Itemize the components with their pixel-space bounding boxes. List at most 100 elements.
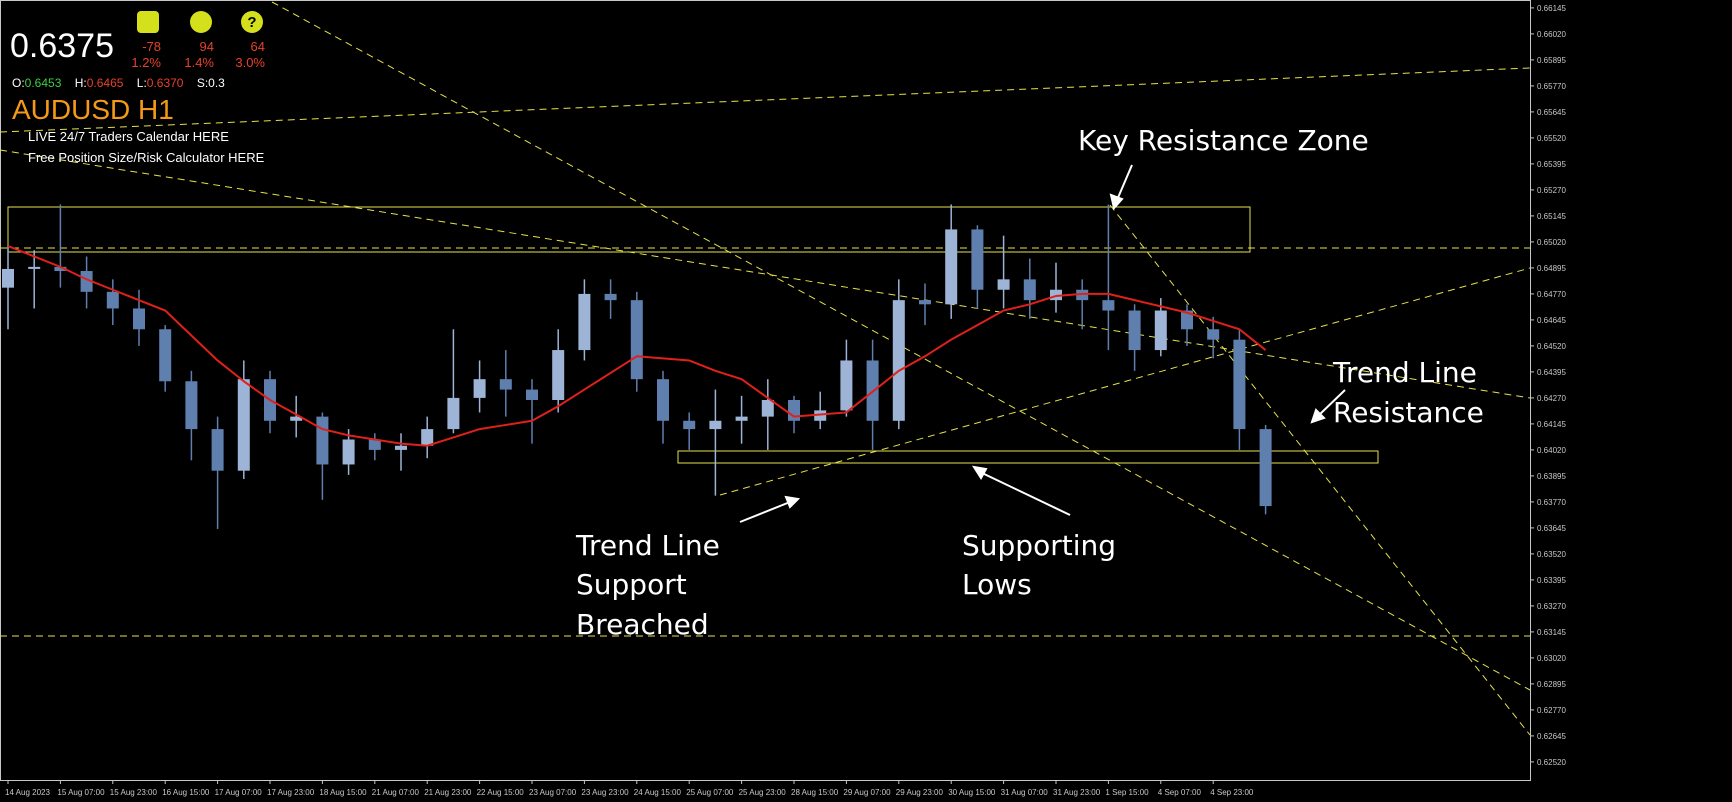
y-tick-label: 0.64895 [1537,264,1566,273]
support-zone [677,450,1379,464]
candle-body [945,229,958,305]
candle-body [1023,279,1036,301]
arrow [979,471,1071,516]
header: 0.6375 ? -78 1.2% 94 1.4% 64 3.0% O:0.64… [10,11,265,165]
candle-body [1102,300,1115,311]
y-tick-label: 0.66145 [1537,4,1566,13]
annotation: Trend Line [1332,356,1477,389]
candle-body [892,300,905,421]
x-tick-label: 4 Sep 07:00 [1158,788,1202,797]
y-tick-label: 0.63895 [1537,472,1566,481]
stat-pct: 3.0% [235,55,265,70]
candle-body [1233,339,1246,430]
x-tick-label: 18 Aug 15:00 [319,788,367,797]
link[interactable]: Free Position Size/Risk Calculator HERE [28,150,265,165]
x-tick-label: 31 Aug 23:00 [1053,788,1101,797]
candle-body [735,416,748,421]
trend-line [0,149,1531,399]
candle-body [106,291,119,309]
candle-body [421,429,434,446]
candle-body [1207,329,1220,340]
candle-body [133,308,145,330]
y-tick-label: 0.65145 [1537,212,1566,221]
y-tick-label: 0.66020 [1537,30,1566,39]
x-tick-label: 21 Aug 23:00 [424,788,472,797]
candle-body [657,379,669,421]
y-tick-label: 0.64520 [1537,342,1566,351]
current-price: 0.6375 [10,27,114,65]
resistance-zone [7,206,1251,253]
y-tick-label: 0.64770 [1537,290,1566,299]
candle-body [1181,310,1193,330]
stat-points: 94 [200,39,214,54]
candle-body [1076,289,1089,301]
candle-body [578,293,591,351]
ohlc-line: O:0.6453 H:0.6465 L:0.6370 S:0.3 [12,76,225,90]
x-tick-label: 17 Aug 07:00 [215,788,263,797]
arrow-head [1109,193,1124,211]
symbol: AUDUSD H1 [12,94,174,125]
y-tick-label: 0.62770 [1537,706,1566,715]
annotation: Support [576,568,687,601]
stat-pct: 1.4% [184,55,214,70]
x-tick-label: 29 Aug 07:00 [843,788,891,797]
candle-body [1050,289,1062,301]
candle-body [54,266,67,272]
candle-body [683,420,696,430]
trend-line [0,67,1531,133]
annotation: Trend Line [575,529,720,562]
x-tick-label: 15 Aug 23:00 [110,788,158,797]
candle-body [971,229,984,290]
stat-points: 64 [251,39,265,54]
candle-body [290,416,303,421]
annotation: Supporting [962,529,1116,562]
label: L: [137,76,147,90]
trend-line [271,1,1531,691]
icon[interactable] [137,11,159,33]
candle-body [1154,310,1167,351]
candle-body [80,271,93,292]
x-tick-label: 15 Aug 07:00 [57,788,105,797]
candle-body [28,266,41,269]
y-tick-label: 0.65645 [1537,108,1566,117]
x-tick-label: 23 Aug 23:00 [581,788,629,797]
candle-body [159,329,172,382]
moving-average [7,245,1267,447]
y-tick-label: 0.62520 [1537,758,1566,767]
arrow [1116,164,1133,201]
y-tick-label: 0.63520 [1537,550,1566,559]
x-tick-label: 28 Aug 15:00 [791,788,839,797]
y-tick-label: 0.65395 [1537,160,1566,169]
icon[interactable] [241,11,263,33]
y-tick-label: 0.62645 [1537,732,1566,741]
trend-line [1109,204,1531,736]
icon[interactable] [190,11,212,33]
x-tick-label: 1 Sep 15:00 [1105,788,1149,797]
x-tick-label: 21 Aug 07:00 [372,788,420,797]
value: 0.6465 [87,76,124,90]
y-tick-label: 0.63645 [1537,524,1566,533]
x-tick-label: 17 Aug 23:00 [267,788,315,797]
x-tick-label: 16 Aug 15:00 [162,788,210,797]
x-tick-label: 30 Aug 15:00 [948,788,996,797]
candle-body [237,379,250,471]
x-tick-label: 25 Aug 23:00 [739,788,787,797]
label: O: [12,76,25,90]
icon-glyph: ? [247,14,256,31]
y-tick-label: 0.65895 [1537,56,1566,65]
candle-body [709,420,722,430]
annotation: Breached [576,608,709,641]
x-tick-label: 25 Aug 07:00 [686,788,734,797]
y-tick-label: 0.65020 [1537,238,1566,247]
candle-body [919,300,931,305]
x-tick-label: 29 Aug 23:00 [896,788,944,797]
candle-body [630,300,643,380]
candle-body [604,293,617,301]
label: S: [197,76,208,90]
plot-frame [0,0,1531,781]
link[interactable]: LIVE 24/7 Traders Calendar HERE [28,129,229,144]
price-marks [2,204,1272,529]
arrow [739,501,791,523]
y-tick-label: 0.65770 [1537,82,1566,91]
y-tick-label: 0.63145 [1537,628,1566,637]
